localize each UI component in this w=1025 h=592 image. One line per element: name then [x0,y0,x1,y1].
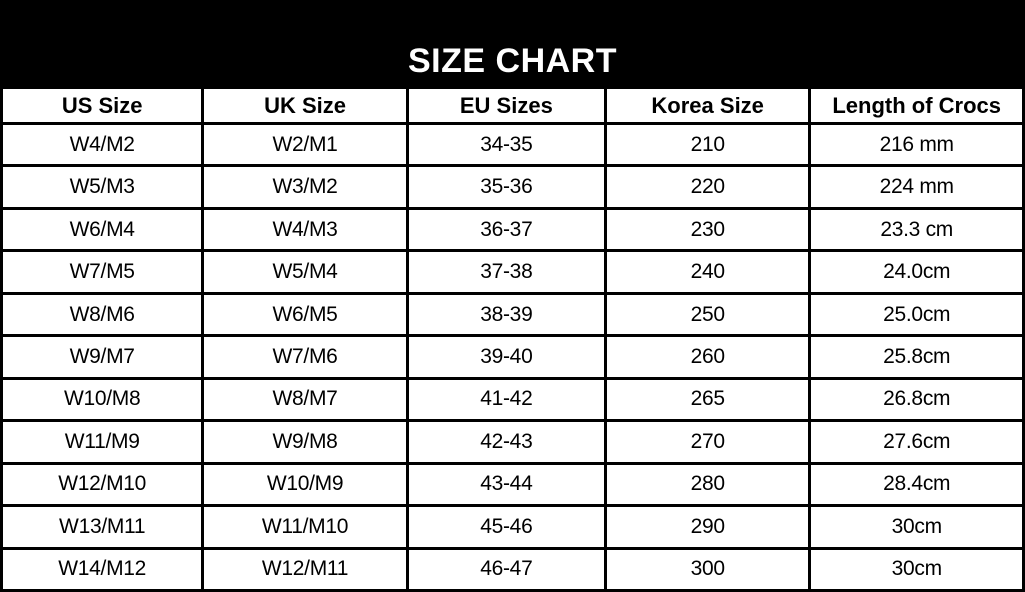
table-cell: 27.6cm [808,419,1025,465]
table-row: W4/M2 W2/M1 34-35 210 216 mm [0,121,1025,168]
table-cell: 38-39 [405,291,607,338]
table-cell: W12/M10 [0,461,205,508]
table-cell: 290 [603,504,812,550]
table-cell: 265 [603,376,812,423]
table-cell: 250 [603,291,812,338]
table-cell: 37-38 [405,249,607,295]
table-cell: W10/M8 [0,376,205,423]
table-cell: W8/M7 [201,376,409,423]
table-cell: 43-44 [405,461,607,508]
table-row: W14/M12 W12/M11 46-47 300 30cm [0,546,1025,592]
table-cell: W7/M5 [0,249,205,295]
table-cell: W11/M10 [201,504,409,550]
table-cell: 24.0cm [808,249,1025,295]
table-cell: W3/M2 [201,164,409,210]
column-header: US Size [0,86,205,125]
column-header: Korea Size [603,86,812,125]
table-cell: 26.8cm [808,376,1025,423]
table-cell: 25.8cm [808,334,1025,380]
table-cell: W13/M11 [0,504,205,550]
table-cell: 28.4cm [808,461,1025,508]
table-row: W6/M4 W4/M3 36-37 230 23.3 cm [0,206,1025,253]
table-cell: W7/M6 [201,334,409,380]
table-cell: 41-42 [405,376,607,423]
table-cell: 46-47 [405,546,607,592]
table-cell: 23.3 cm [808,206,1025,253]
table-cell: W9/M7 [0,334,205,380]
table-row: W9/M7 W7/M6 39-40 260 25.8cm [0,334,1025,380]
table-cell: W10/M9 [201,461,409,508]
column-header: Length of Crocs [808,86,1025,125]
table-cell: W5/M3 [0,164,205,210]
table-cell: 36-37 [405,206,607,253]
table-cell: W11/M9 [0,419,205,465]
table-cell: 42-43 [405,419,607,465]
table-body: W4/M2 W2/M1 34-35 210 216 mm W5/M3 W3/M2 35-36 2… [0,121,1025,592]
table-row: W5/M3 W3/M2 35-36 220 224 mm [0,164,1025,210]
table-cell: 280 [603,461,812,508]
table-cell: 30cm [808,504,1025,550]
header-row: US Size UK Size EU Sizes Korea Size Length o… [0,86,1025,125]
table-cell: W4/M2 [0,121,205,168]
table-cell: 45-46 [405,504,607,550]
table-cell: 300 [603,546,812,592]
table-cell: 34-35 [405,121,607,168]
table-cell: W12/M11 [201,546,409,592]
table-cell: 216 mm [808,121,1025,168]
column-header: UK Size [201,86,409,125]
table-row: W11/M9 W9/M8 42-43 270 27.6cm [0,419,1025,465]
table-cell: 35-36 [405,164,607,210]
table-cell: 220 [603,164,812,210]
table-row: W7/M5 W5/M4 37-38 240 24.0cm [0,249,1025,295]
table-row: W10/M8 W8/M7 41-42 265 26.8cm [0,376,1025,423]
table-cell: W6/M4 [0,206,205,253]
table-cell: 240 [603,249,812,295]
chart-title: SIZE CHART [408,42,617,80]
table-cell: W14/M12 [0,546,205,592]
table-cell: 39-40 [405,334,607,380]
size-table: US Size UK Size EU Sizes Korea Size Length o… [0,86,1025,592]
table-cell: 260 [603,334,812,380]
table-cell: 224 mm [808,164,1025,210]
table-cell: 30cm [808,546,1025,592]
column-header: EU Sizes [405,86,607,125]
title-band: SIZE CHART [0,0,1025,86]
table-cell: 210 [603,121,812,168]
table-row: W12/M10 W10/M9 43-44 280 28.4cm [0,461,1025,508]
table-cell: 230 [603,206,812,253]
table-cell: W9/M8 [201,419,409,465]
table-cell: W6/M5 [201,291,409,338]
table-cell: W2/M1 [201,121,409,168]
table-cell: 270 [603,419,812,465]
table-row: W8/M6 W6/M5 38-39 250 25.0cm [0,291,1025,338]
table-cell: W8/M6 [0,291,205,338]
table-row: W13/M11 W11/M10 45-46 290 30cm [0,504,1025,550]
table-cell: 25.0cm [808,291,1025,338]
table-cell: W4/M3 [201,206,409,253]
table-cell: W5/M4 [201,249,409,295]
